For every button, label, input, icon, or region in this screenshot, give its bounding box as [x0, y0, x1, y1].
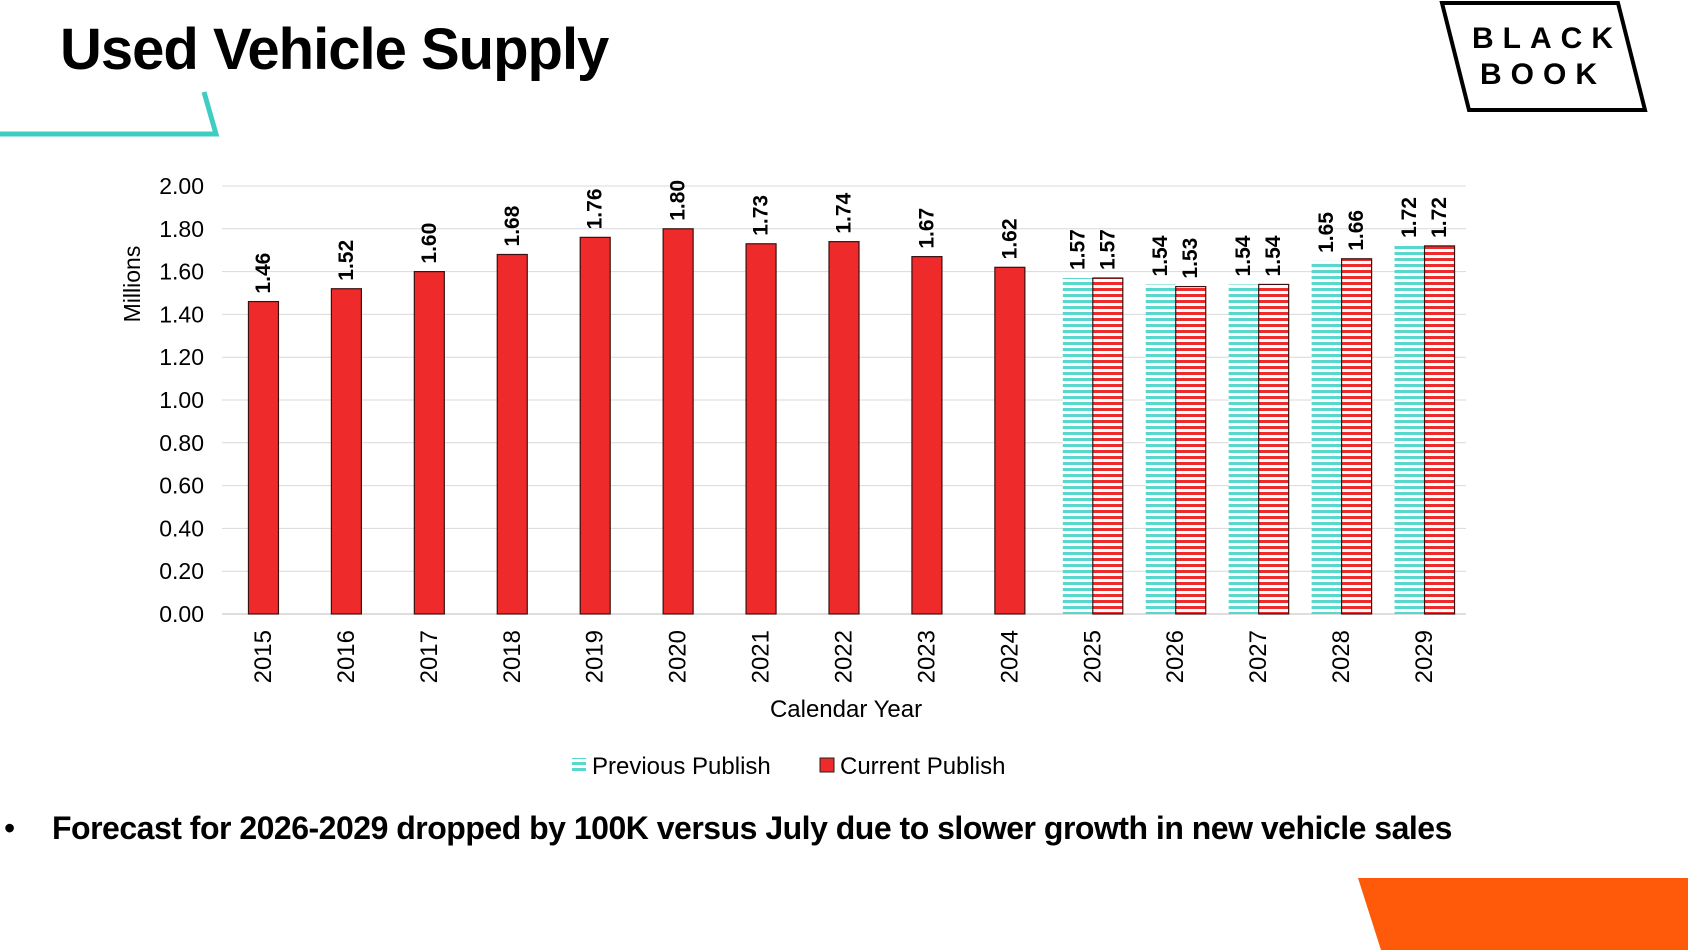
y-tick-label: 0.00 — [159, 601, 204, 627]
x-tick-label-2021: 2021 — [748, 630, 775, 683]
bullet-dot: • — [4, 810, 15, 846]
y-tick-label: 0.40 — [159, 515, 204, 541]
bar-current-2018 — [496, 253, 528, 615]
legend-swatch-previous — [572, 758, 586, 772]
data-label-current-2016: 1.52 — [335, 240, 358, 281]
x-axis-label: Calendar Year — [770, 696, 922, 723]
bar-current-2021 — [745, 243, 777, 615]
y-tick-label: 1.20 — [159, 344, 204, 370]
data-label-previous-2029: 1.72 — [1398, 197, 1421, 238]
bar-current-2024 — [994, 266, 1026, 615]
x-tick-label-2022: 2022 — [831, 630, 858, 683]
data-label-current-2022: 1.74 — [833, 192, 856, 233]
x-tick-label-2024: 2024 — [996, 630, 1023, 683]
legend-label-current: Current Publish — [840, 753, 1005, 780]
y-tick-label: 0.80 — [159, 430, 204, 456]
bar-current-2016 — [330, 288, 362, 615]
bar-current-2017 — [413, 271, 445, 615]
data-label-current-2017: 1.60 — [418, 223, 441, 264]
y-tick-label: 1.60 — [159, 259, 204, 285]
x-tick-label-2016: 2016 — [333, 630, 360, 683]
y-tick-label: 1.00 — [159, 387, 204, 413]
bar-current-2029 — [1423, 245, 1456, 615]
bullet-text: Forecast for 2026-2029 dropped by 100K v… — [52, 810, 1452, 846]
data-label-current-2028: 1.66 — [1345, 210, 1368, 251]
data-label-current-2029: 1.72 — [1428, 197, 1451, 238]
data-label-current-2027: 1.54 — [1262, 235, 1285, 276]
x-tick-label-2017: 2017 — [416, 630, 443, 683]
data-label-current-2018: 1.68 — [501, 205, 524, 246]
data-label-current-2019: 1.76 — [584, 188, 607, 229]
legend-swatch-current — [819, 757, 835, 773]
bar-current-2026 — [1175, 285, 1207, 615]
x-tick-label-2026: 2026 — [1162, 630, 1189, 683]
y-tick-label: 0.60 — [159, 473, 204, 499]
y-tick-label: 1.80 — [159, 216, 204, 242]
bar-current-2028 — [1340, 258, 1373, 615]
y-tick-label: 2.00 — [159, 173, 204, 199]
bar-current-2025 — [1092, 277, 1124, 615]
x-tick-label-2020: 2020 — [665, 630, 692, 683]
x-tick-label-2019: 2019 — [582, 630, 609, 683]
chart-legend: Previous Publish Current Publish — [572, 753, 1005, 780]
bar-previous-2028 — [1311, 260, 1342, 614]
x-tick-label-2015: 2015 — [250, 630, 277, 683]
data-label-current-2024: 1.62 — [998, 218, 1021, 259]
x-tick-label-2023: 2023 — [913, 630, 940, 683]
data-label-previous-2025: 1.57 — [1066, 229, 1089, 270]
used-vehicle-supply-chart: 0.00 0.20 0.40 0.60 0.80 1.00 1.20 1.40 1.60 1.80… — [119, 173, 1466, 780]
bar-current-2023 — [911, 256, 943, 615]
data-label-previous-2026: 1.54 — [1149, 235, 1172, 276]
page-title: Used Vehicle Supply — [60, 17, 609, 82]
x-tick-label-2027: 2027 — [1245, 630, 1272, 683]
legend-label-previous: Previous Publish — [592, 753, 771, 780]
bar-previous-2029 — [1394, 245, 1425, 615]
x-tick-label-2028: 2028 — [1328, 630, 1355, 683]
y-tick-label: 1.40 — [159, 301, 204, 327]
y-axis-label: Millions — [119, 246, 145, 323]
bar-current-2020 — [662, 228, 694, 615]
data-label-current-2026: 1.53 — [1179, 238, 1202, 279]
data-label-current-2023: 1.67 — [915, 208, 938, 249]
data-label-current-2020: 1.80 — [667, 180, 690, 221]
bar-current-2015 — [247, 300, 280, 615]
data-label-current-2021: 1.73 — [750, 195, 773, 236]
data-label-previous-2027: 1.54 — [1232, 235, 1255, 276]
bar-current-2027 — [1258, 283, 1290, 615]
bar-current-2019 — [579, 236, 611, 615]
x-tick-label-2025: 2025 — [1079, 630, 1106, 683]
x-tick-label-2018: 2018 — [499, 630, 526, 683]
bar-previous-2027 — [1228, 284, 1259, 614]
data-label-previous-2028: 1.65 — [1315, 212, 1338, 253]
x-tick-label-2029: 2029 — [1411, 630, 1438, 683]
y-tick-label: 0.20 — [159, 558, 204, 584]
bar-previous-2025 — [1062, 278, 1093, 614]
black-book-logo: BLACK BOOK — [1438, 0, 1648, 118]
bar-previous-2026 — [1145, 284, 1176, 614]
logo-line-1: BLACK — [1472, 22, 1622, 55]
logo-line-2: BOOK — [1480, 58, 1606, 91]
data-label-current-2025: 1.57 — [1096, 229, 1119, 270]
data-label-current-2015: 1.46 — [252, 253, 275, 294]
bar-current-2022 — [828, 241, 860, 615]
teal-accent-line — [0, 91, 220, 137]
